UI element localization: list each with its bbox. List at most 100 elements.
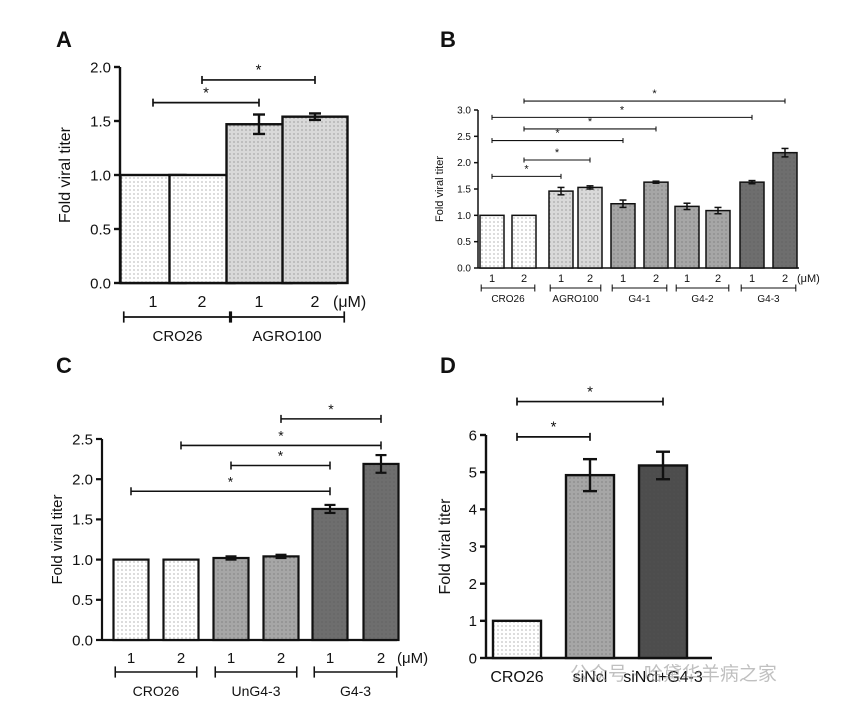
panel-label-D: D [440,353,456,378]
y-tick-label: 1.0 [72,552,93,569]
category-label: 1 [255,294,264,311]
group-label: G4-3 [757,294,780,305]
significance-star: * [278,448,284,464]
category-label: 1 [489,273,495,285]
bar [548,190,574,269]
y-tick-label: 2.0 [72,471,93,488]
panel-label-C: C [56,353,72,378]
category-label: 2 [377,650,385,667]
significance-star: * [652,88,657,100]
category-label: 2 [715,273,721,285]
category-label: 1 [684,273,690,285]
y-tick-label: 1 [469,613,477,630]
significance-star: * [555,128,560,140]
bar [212,556,250,642]
category-label: CRO26 [490,669,543,686]
y-tick-label: 1.0 [90,167,111,184]
panel-label-B: B [440,27,456,52]
bar [511,214,537,269]
y-tick-label: 0.5 [457,237,471,248]
group-label: AGRO100 [552,294,599,305]
bar [479,214,505,269]
y-tick-label: 6 [469,427,477,444]
bar [637,464,689,660]
significance-star: * [587,383,593,400]
category-label: 1 [558,273,564,285]
bar [772,151,798,269]
bar [739,181,765,269]
category-label: 2 [177,650,185,667]
category-label: 1 [620,273,626,285]
y-tick-label: 2.0 [457,158,471,169]
bar [112,558,150,642]
bar [577,186,603,269]
category-label: 2 [653,273,659,285]
group-label: UnG4-3 [231,683,280,699]
y-tick-label: 0.0 [72,632,93,649]
significance-star: * [228,473,234,489]
y-tick-label: 3.0 [457,106,471,117]
y-tick-label: 0.5 [72,592,93,609]
bar [262,555,300,642]
category-label: siNcl [573,669,608,686]
bar [705,209,731,269]
significance-star: * [203,84,209,101]
category-label: 2 [198,294,207,311]
y-tick-label: 1.5 [457,185,471,196]
category-label: 1 [227,650,235,667]
y-tick-label: 2.0 [90,59,111,76]
significance-star: * [551,419,557,436]
bar [311,507,349,642]
y-tick-label: 2.5 [72,431,93,448]
significance-star: * [256,62,262,79]
bar [491,619,543,660]
group-label: CRO26 [133,683,180,699]
panel-label-A: A [56,27,72,52]
group-label: CRO26 [491,294,525,305]
unit-label: (μM) [397,650,428,667]
category-label: 1 [127,650,135,667]
category-label: 1 [326,650,334,667]
significance-star: * [588,116,593,128]
category-label: 1 [149,294,158,311]
chart-panel-D: 0 1 2 3 4 5 6 Fold viral titer CRO26 siNcl siNcl+G… [437,383,712,686]
bar [362,462,400,642]
bar [610,202,636,269]
unit-label: (μM) [333,294,366,311]
y-tick-label: 1.5 [90,113,111,130]
bar [168,173,236,285]
y-axis-label: Fold viral titer [434,156,446,222]
y-tick-label: 0.5 [90,221,111,238]
unit-label: (μM) [797,273,820,285]
significance-star: * [620,105,625,117]
chart-panel-C: 0.0 0.5 1.0 1.5 2.0 2.5 Fold viral titer 1 2 1 2 1 2… [49,401,428,699]
y-tick-label: 0 [469,650,477,667]
y-tick-label: 4 [469,502,477,519]
y-axis-label: Fold viral titer [437,498,454,595]
chart-panel-B: 0.0 0.5 1.0 1.5 2.0 2.5 3.0 Fold viral titer 1 2 1… [434,88,820,305]
y-tick-label: 1.5 [72,512,93,529]
category-label: 2 [587,273,593,285]
significance-star: * [328,401,334,417]
y-tick-label: 0.0 [457,264,471,275]
significance-star: * [555,147,560,159]
y-tick-label: 5 [469,464,477,481]
category-label: 2 [311,294,320,311]
category-label: 2 [521,273,527,285]
y-axis-label: Fold viral titer [57,126,74,223]
y-tick-label: 2.5 [457,132,471,143]
y-tick-label: 1.0 [457,211,471,222]
watermark-text: 公众号 · 哈黛华羊病之家 [570,663,777,685]
chart-panel-A: 0.0 0.5 1.0 1.5 2.0 Fold viral titer 1 2 1 2 (μM) C… [57,59,366,345]
bar [643,181,669,269]
group-label: CRO26 [152,328,202,345]
y-tick-label: 2 [469,576,477,593]
group-label: G4-3 [340,683,371,699]
bar [564,473,616,660]
category-label: 2 [782,273,788,285]
significance-star: * [278,428,284,444]
category-label: 2 [277,650,285,667]
significance-star: * [524,164,529,176]
category-label: 1 [749,273,755,285]
